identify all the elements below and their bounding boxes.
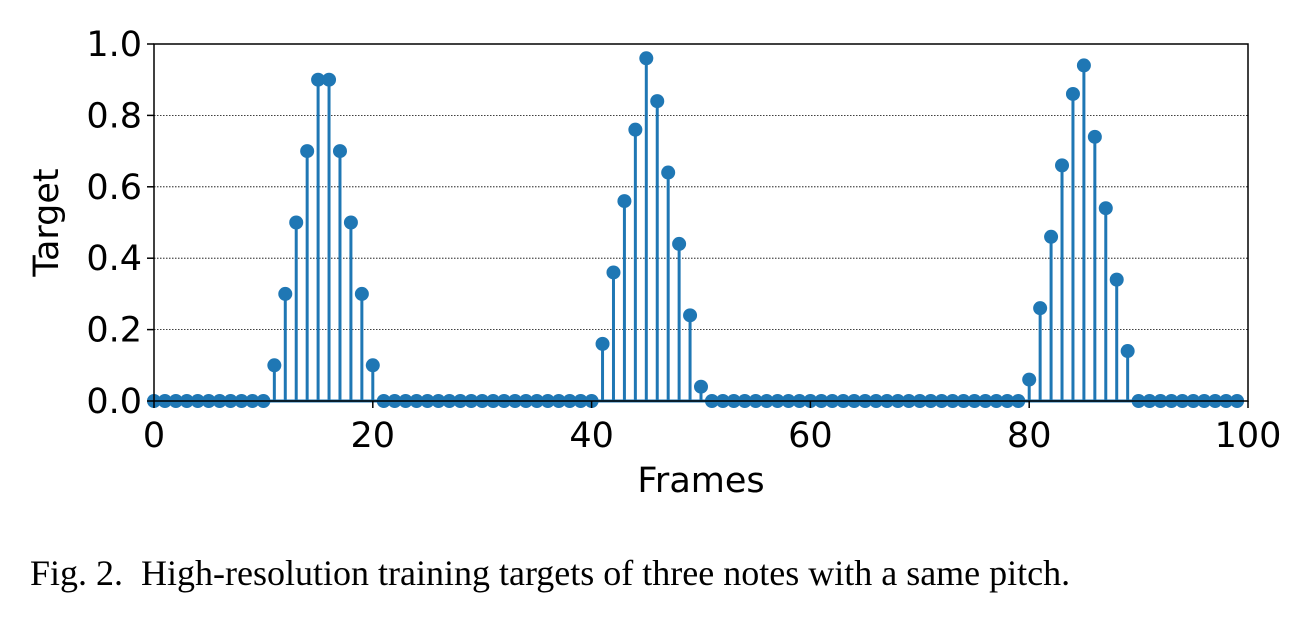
- stem-marker: [267, 358, 282, 373]
- stem-series: [147, 51, 1245, 408]
- stem-marker: [606, 265, 621, 280]
- stem-marker: [1022, 372, 1037, 387]
- stem-marker: [343, 215, 358, 230]
- stem-marker: [365, 358, 380, 373]
- caption-label: Fig. 2.: [30, 553, 124, 593]
- stem-marker: [1055, 158, 1070, 173]
- stem-marker: [1109, 272, 1124, 287]
- x-tick-label: 0: [143, 416, 165, 456]
- y-tick-label: 0.2: [86, 311, 142, 351]
- y-tick-label: 0.8: [86, 96, 142, 136]
- y-axis-label: Target: [27, 168, 67, 277]
- stem-chart: 0 20 40 60 80 100 0.0 0.2 0.4 0.6 0.8 1.0 Frames Ta…: [27, 25, 1281, 501]
- y-tick-label: 1.0: [86, 25, 142, 65]
- x-tick-label: 20: [351, 416, 396, 456]
- stem-marker: [1098, 201, 1113, 216]
- stem-marker: [1120, 344, 1135, 359]
- stem-marker: [639, 51, 654, 66]
- figure-caption: Fig. 2. High-resolution training targets…: [30, 552, 1070, 594]
- caption-text: High-resolution training targets of thre…: [141, 553, 1071, 593]
- y-tick-label: 0.4: [86, 239, 142, 279]
- grid-lines: [154, 115, 1248, 331]
- stem-marker: [354, 286, 369, 301]
- axis-ticks: 0 20 40 60 80 100 0.0 0.2 0.4 0.6 0.8 1.0: [86, 25, 1281, 456]
- stem-marker: [650, 94, 665, 109]
- stem-marker: [300, 144, 315, 159]
- stem-marker: [617, 194, 632, 209]
- stem-marker: [1087, 129, 1102, 144]
- stem-marker: [1065, 86, 1080, 101]
- plot-frame: [153, 43, 1249, 402]
- stem-marker: [683, 308, 698, 323]
- stem-marker: [1076, 58, 1091, 73]
- stem-marker: [694, 379, 708, 394]
- stem-marker: [311, 72, 326, 87]
- stem-marker: [332, 144, 347, 159]
- x-tick-label: 80: [1007, 416, 1052, 456]
- stem-marker: [672, 236, 687, 251]
- stem-marker: [661, 165, 676, 180]
- x-tick-label: 40: [569, 416, 614, 456]
- x-axis-label: Frames: [637, 461, 764, 501]
- x-tick-label: 60: [788, 416, 833, 456]
- y-tick-label: 0.6: [86, 168, 142, 208]
- stem-marker: [278, 286, 293, 301]
- stem-marker: [1044, 229, 1059, 244]
- stem-marker: [289, 215, 304, 230]
- x-tick-label: 100: [1215, 416, 1282, 456]
- stem-marker: [1033, 301, 1048, 316]
- stem-marker: [322, 72, 337, 87]
- stem-marker: [628, 122, 643, 137]
- y-tick-label: 0.0: [86, 382, 142, 422]
- stem-marker: [595, 336, 610, 351]
